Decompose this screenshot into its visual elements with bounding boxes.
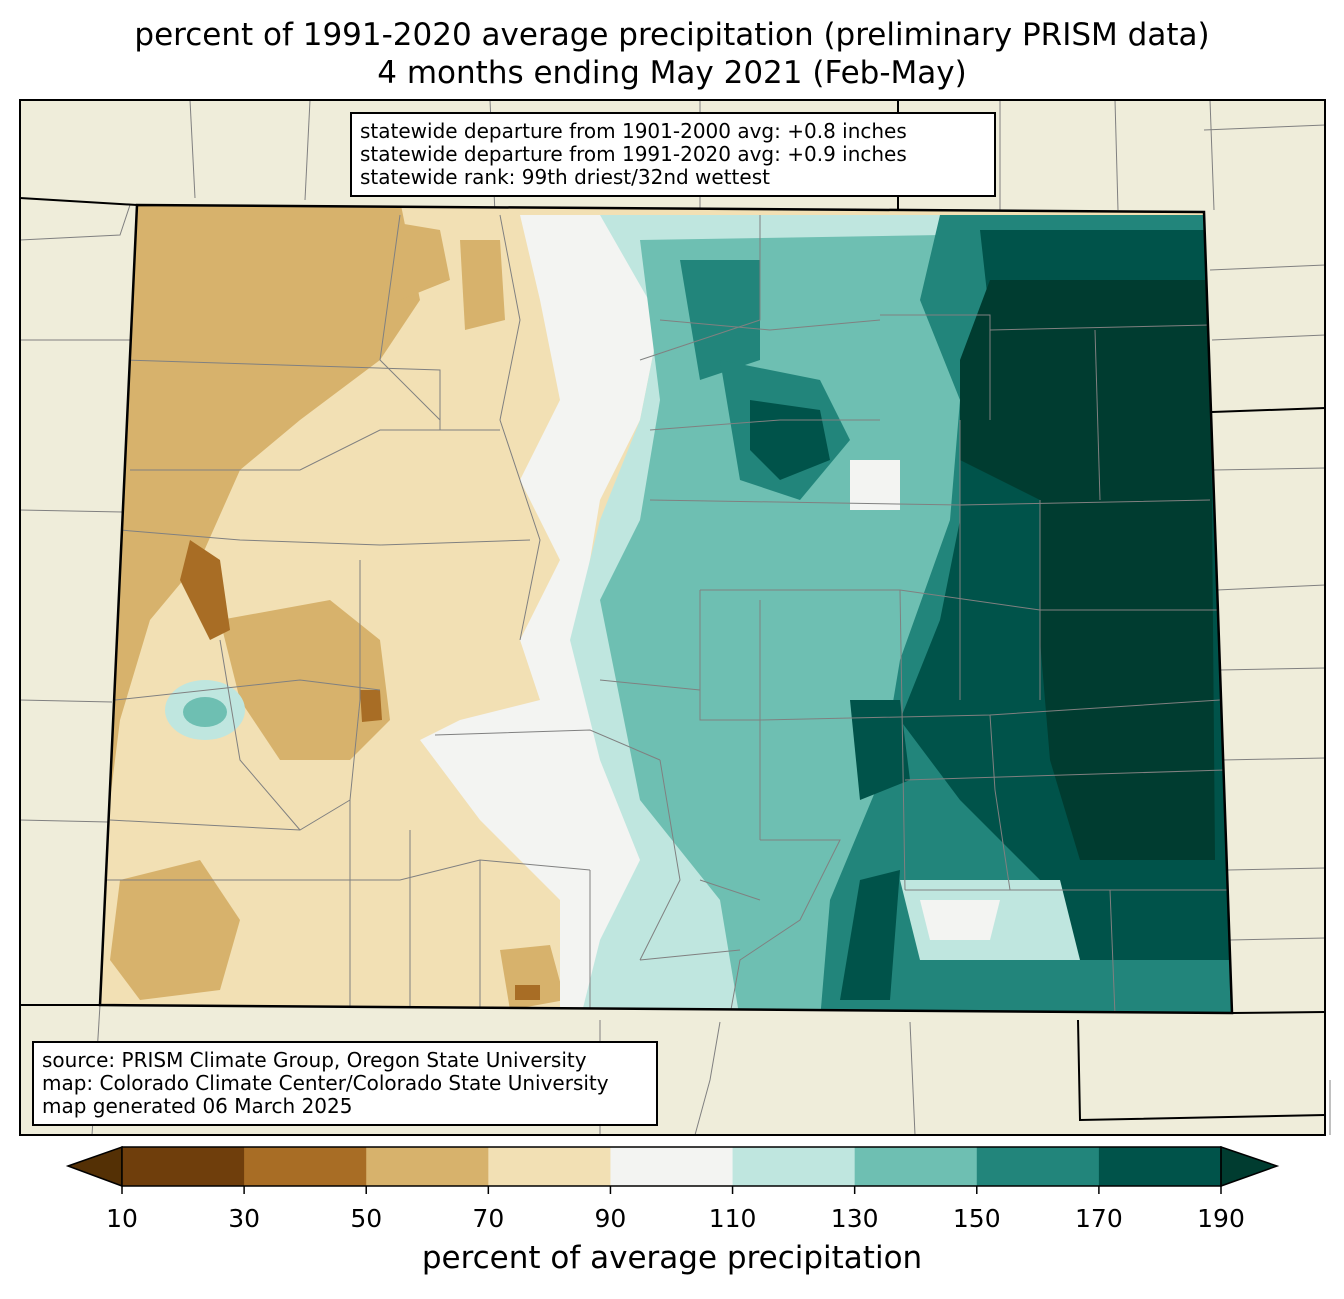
colorbar-bin-30-50	[244, 1147, 367, 1186]
colorbar-tick-label: 50	[350, 1204, 383, 1233]
precipitation-map	[19, 99, 1331, 1136]
stats-line-3: statewide rank: 99th driest/32nd wettest	[360, 165, 770, 189]
stats-line-2: statewide departure from 1991-2020 avg: …	[360, 142, 907, 166]
colorbar-bin-150-170	[976, 1147, 1100, 1186]
source-box: source: PRISM Climate Group, Oregon Stat…	[32, 1041, 658, 1126]
colorbar-under-arrow	[65, 1145, 123, 1188]
colorbar-frame	[121, 1146, 1222, 1187]
map-frame	[19, 99, 1326, 1136]
colorbar-tick-label: 130	[830, 1204, 879, 1233]
colorbar-bin-90-110	[610, 1147, 734, 1186]
colorbar-tick-label: 110	[708, 1204, 757, 1233]
colorbar-bin-110-130	[732, 1147, 856, 1186]
source-line-3: map generated 06 March 2025	[42, 1094, 353, 1118]
map-subtitle: 4 months ending May 2021 (Feb-May)	[377, 55, 967, 91]
map-title: percent of 1991-2020 average precipitati…	[134, 17, 1210, 53]
stats-line-1: statewide departure from 1901-2000 avg: …	[360, 119, 907, 143]
colorbar-tick-label: 10	[106, 1204, 138, 1233]
colorbar-tick-label: 170	[1075, 1204, 1123, 1233]
colorbar-bins	[122, 1147, 1222, 1186]
colorbar-tick-label: 90	[594, 1204, 627, 1233]
colorbar-bin-50-70	[366, 1147, 489, 1186]
colorbar-tick-label: 150	[952, 1204, 1001, 1233]
colorbar-bin-170-190	[1098, 1147, 1222, 1186]
source-line-2: map: Colorado Climate Center/Colorado St…	[42, 1071, 609, 1095]
source-line-1: source: PRISM Climate Group, Oregon Stat…	[42, 1048, 587, 1072]
colorbar-tick-label: 30	[228, 1204, 261, 1233]
colorbar-tick-label: 190	[1197, 1204, 1245, 1233]
precipitation-field	[100, 205, 1232, 1013]
colorbar-tick-label: 70	[472, 1204, 505, 1233]
colorbar-label: percent of average precipitation	[421, 1240, 923, 1276]
colorbar-bin-130-150	[854, 1147, 978, 1186]
colorbar-over-arrow	[1220, 1145, 1280, 1188]
county-lines	[105, 214, 1228, 1013]
colorbar-bin-10-30	[122, 1147, 245, 1186]
colorado-border	[98, 203, 1234, 1015]
colorbar	[65, 1145, 1280, 1194]
colorbar-bin-70-90	[488, 1147, 611, 1186]
statewide-stats-box: statewide departure from 1901-2000 avg: …	[350, 112, 996, 197]
